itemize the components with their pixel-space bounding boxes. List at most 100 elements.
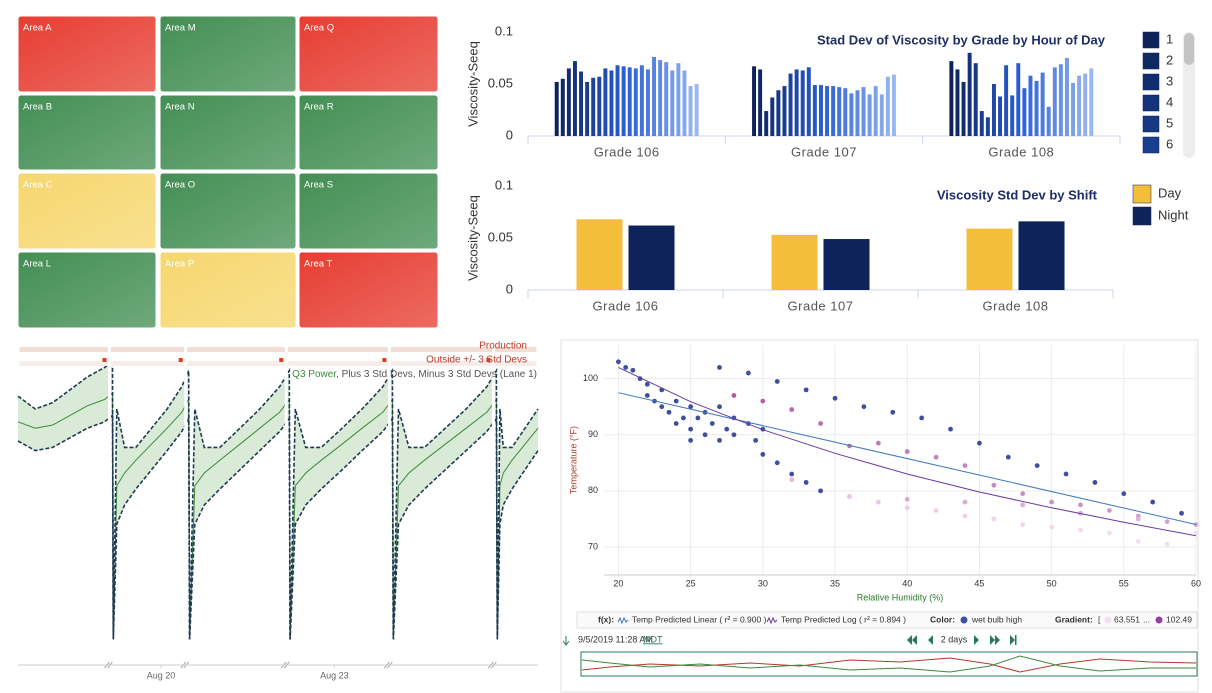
point [760,451,766,457]
bar [560,78,565,136]
bar [1046,106,1051,136]
lane-bar [187,347,285,352]
bar [639,65,644,136]
bar [670,70,675,136]
tile-label: Area P [165,259,194,270]
back[interactable] [928,635,933,645]
bar [664,62,669,136]
bar [979,111,984,136]
bar [1034,80,1039,136]
point [832,395,838,401]
y-tick-label: 0.05 [488,229,513,244]
point [962,499,968,505]
timezone-link[interactable]: MDT [643,634,663,644]
lane-label: Production [479,341,527,352]
lane-flag [102,358,107,362]
point [688,437,694,443]
tile [17,94,157,171]
bar [1058,64,1063,136]
y-tick-label: 80 [588,485,598,495]
legend-scroll-thumb[interactable] [1184,33,1194,65]
y-tick-label: 90 [588,429,598,439]
overview-chart[interactable] [580,651,1198,677]
bar [776,90,781,136]
bar [603,68,608,136]
point [717,404,722,410]
legend-swatch [1142,52,1160,70]
down-arrow-icon[interactable] [562,636,570,646]
gradient-min: 63.551 [1114,614,1140,624]
bar [812,85,817,136]
bar [1022,88,1027,136]
scatter-panel [560,339,1199,693]
bar [682,70,687,136]
legend-heading: Gradient: [1055,614,1093,624]
legend-label: 1 [1166,31,1173,46]
point [616,359,621,365]
x-tick-label: 60 [1191,578,1201,588]
bar [1040,72,1045,136]
bar [645,69,650,136]
lane-flag [382,358,387,362]
bar [628,225,675,290]
bar [758,69,763,136]
bar [961,81,966,136]
point [933,508,939,513]
x-tick-label: Grade 107 [788,298,854,313]
lane-bar [19,347,108,352]
x-tick-label: Grade 107 [791,144,857,159]
scatter-legend-box [576,611,1198,629]
legend-suffix: (Lane 1) [500,369,537,380]
point [1150,499,1156,505]
to-end[interactable] [1010,635,1017,645]
point [1020,522,1026,527]
gradient-open: [ [1098,614,1101,624]
bar [1018,221,1065,290]
forward-far[interactable] [990,635,1000,645]
bar [576,219,623,290]
lane-bar [390,361,492,366]
lane-bar [187,361,285,366]
point [919,415,925,421]
point [904,449,910,454]
x-tick-label: 40 [902,578,912,588]
point [847,494,852,499]
point [630,367,636,373]
back-far[interactable] [907,635,917,645]
point [1092,480,1098,485]
legend-label: Temp Predicted Log ( r² = 0.894 ) [781,614,906,624]
point [1020,502,1026,508]
point [673,398,679,404]
bar [800,70,805,136]
lane-bar [494,347,537,352]
lane-flag [486,358,491,362]
bar [1004,65,1009,136]
bar [554,81,559,136]
bar [806,67,811,136]
trend-line [618,392,1197,525]
bar [764,111,769,136]
bar [1016,63,1021,137]
forward[interactable] [974,635,979,645]
point [789,471,795,477]
bar [633,68,638,136]
point [1020,491,1026,497]
tile [298,251,439,329]
legend-item: Q3 Power [292,369,337,380]
range-label[interactable]: 2 days [941,634,968,644]
legend-label: 5 [1166,115,1173,130]
x-tick-label: Aug 20 [147,670,176,680]
point [991,516,997,522]
bar [579,71,584,136]
point [962,513,968,519]
gradient-separator: ... [1143,614,1150,624]
point [644,381,650,387]
bar [770,97,775,136]
tile-label: Area T [304,259,333,270]
point [1078,527,1083,533]
bar [652,56,657,136]
tile [17,15,157,93]
point [904,496,910,502]
timestamp: 9/5/2019 11:28 AM [578,634,653,644]
bar [831,86,836,136]
